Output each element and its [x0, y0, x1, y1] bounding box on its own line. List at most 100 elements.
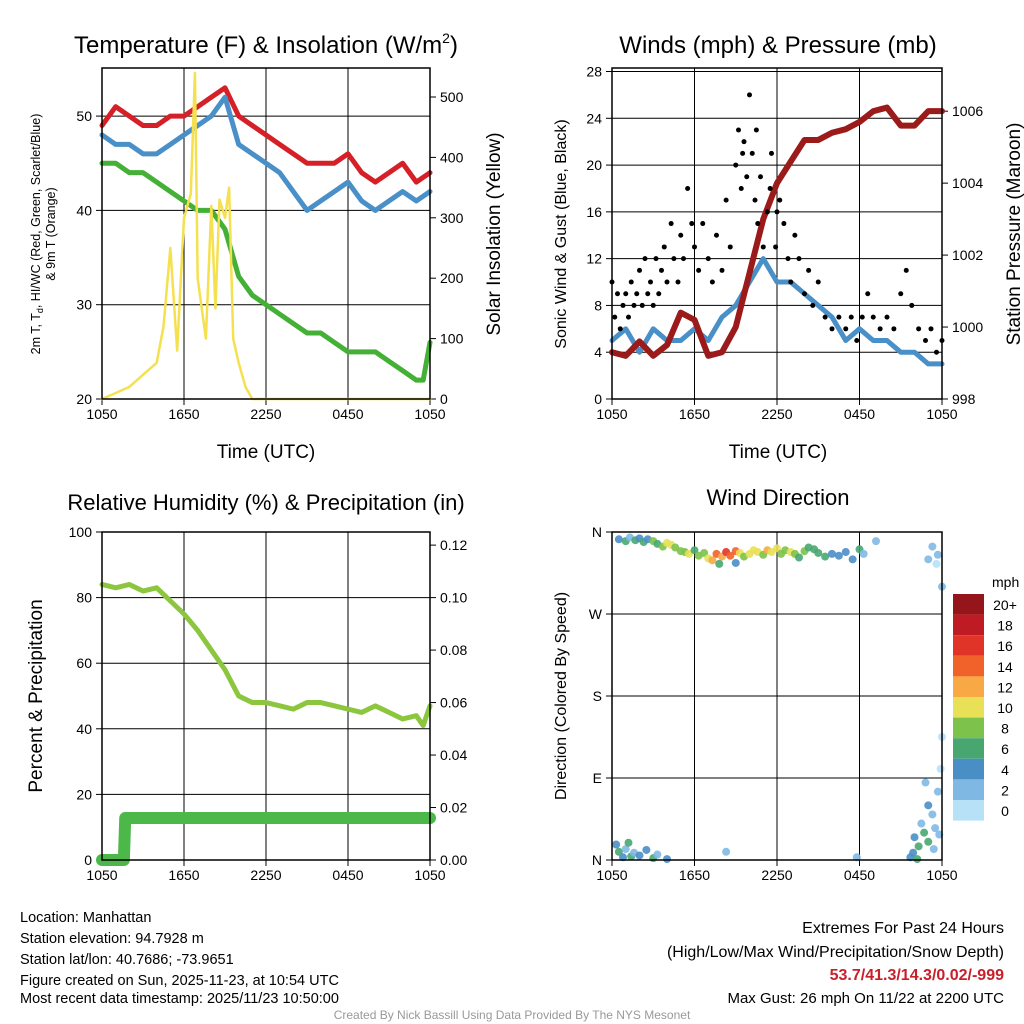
legend-swatch: [953, 614, 984, 636]
gust-point: [659, 267, 664, 273]
legend-label: 8: [1001, 721, 1009, 737]
rh-panel-title: Relative Humidity (%) & Precipitation (i…: [67, 490, 464, 515]
legend-swatch: [953, 717, 984, 739]
gust-point: [714, 232, 719, 238]
y-tick-label: 16: [586, 204, 602, 220]
gust-point: [709, 279, 715, 285]
gust-point: [612, 314, 618, 320]
gust-point: [934, 349, 939, 355]
wind-xlabel: Time (UTC): [729, 442, 828, 463]
y2-tick-label: 0: [440, 391, 448, 407]
rh-ylabel: Percent & Precipitation: [26, 599, 47, 792]
gust-point: [741, 139, 747, 145]
gust-point: [719, 267, 725, 273]
gust-point: [760, 244, 766, 250]
direction-point: [924, 837, 933, 846]
gust-point: [865, 291, 871, 297]
gust-point: [769, 150, 774, 156]
y2-tick-label: 998: [952, 391, 976, 407]
wind-panel-title: Winds (mph) & Pressure (mb): [619, 32, 936, 59]
x-tick-label: 2250: [761, 867, 792, 883]
info-elevation: Station elevation: 94.7928 m: [20, 931, 204, 947]
gust-point: [749, 150, 755, 156]
gust-point: [781, 221, 787, 227]
y2-tick-label: 1002: [952, 247, 983, 263]
gust-point: [891, 326, 897, 332]
panel-0: 1050 1650 2250 0450 105020304050010020030040…: [76, 67, 464, 422]
gust-point: [620, 302, 626, 308]
direction-point: [914, 842, 923, 851]
info-latlon: Station lat/lon: 40.7686; -73.9651: [20, 952, 234, 968]
direction-point: [929, 845, 938, 854]
legend-label: 20+: [993, 597, 1017, 613]
y-tick-label: 12: [586, 251, 602, 267]
y-tick-label: 60: [76, 655, 92, 671]
gust-point: [648, 279, 653, 285]
gust-point: [777, 197, 783, 203]
x-tick-label: 1050: [596, 867, 627, 883]
y2-tick-label: 100: [440, 331, 464, 347]
x-tick-label: 0450: [332, 406, 363, 422]
gust-point: [788, 279, 794, 285]
y-tick-label: 50: [76, 108, 92, 124]
gust-point: [685, 185, 691, 191]
legend-swatch: [953, 655, 984, 677]
gust-point: [617, 326, 623, 332]
direction-point: [795, 553, 803, 562]
wind-ylabel: Sonic Wind & Gust (Blue, Black): [553, 119, 570, 348]
info-created: Figure created on Sun, 2025-11-23, at 10…: [20, 973, 339, 989]
legend-label: 0: [1001, 803, 1009, 819]
legend-label: 12: [997, 679, 1013, 695]
panel-2: 1050 1650 2250 0450 10500204060801000.000.02…: [69, 524, 468, 883]
gust-point: [705, 256, 711, 262]
legend-label: 4: [1001, 762, 1009, 778]
direction-point: [913, 855, 922, 864]
direction-ylabel: Direction (Colored By Speed): [553, 592, 570, 800]
gust-point: [774, 209, 780, 215]
legend-label: 14: [997, 659, 1013, 675]
gust-point: [758, 174, 763, 180]
temp-panel-title: Temperature (F) & Insolation (W/m2): [74, 30, 458, 59]
x-tick-label: 1650: [168, 867, 199, 883]
x-tick-label: 2250: [250, 406, 281, 422]
gust-point: [678, 232, 684, 238]
y-tick-label: 4: [594, 344, 602, 360]
direction-point: [690, 546, 699, 555]
gust-point: [877, 326, 883, 332]
direction-point: [834, 551, 843, 560]
series-line-rh: [99, 581, 433, 729]
y-tick-label: 20: [76, 391, 92, 407]
gust-point: [700, 221, 706, 227]
direction-point: [924, 801, 933, 810]
y-tick-label: S: [593, 688, 602, 704]
gust-point: [822, 314, 828, 320]
y-tick-label: E: [593, 770, 602, 786]
gust-point: [642, 256, 648, 262]
series-line-pressure: [609, 104, 945, 359]
gust-point: [928, 326, 934, 332]
gust-point: [623, 291, 629, 297]
gust-point: [645, 291, 651, 297]
legend-label: 6: [1001, 741, 1009, 757]
y2-tick-label: 1006: [952, 103, 983, 119]
legend-swatch: [953, 697, 984, 718]
gust-point: [626, 314, 631, 320]
y2-tick-label: 0.08: [440, 642, 467, 658]
x-tick-label: 1050: [926, 406, 957, 422]
extremes-values: 53.7/41.3/14.3/0.02/-999: [830, 967, 1004, 984]
info-recent: Most recent data timestamp: 2025/11/23 1…: [20, 991, 339, 1007]
plot-frame: [101, 531, 431, 861]
x-tick-label: 0450: [332, 867, 363, 883]
x-tick-label: 2250: [250, 867, 281, 883]
direction-point: [653, 850, 662, 859]
legend-title: mph: [992, 574, 1019, 590]
x-tick-label: 1050: [414, 867, 445, 883]
gust-point: [650, 302, 656, 308]
y2-tick-label: 0.06: [440, 695, 467, 711]
gust-point: [631, 302, 637, 308]
gust-point: [884, 314, 890, 320]
gust-point: [753, 127, 759, 133]
direction-point: [928, 542, 937, 551]
direction-point: [614, 847, 623, 856]
